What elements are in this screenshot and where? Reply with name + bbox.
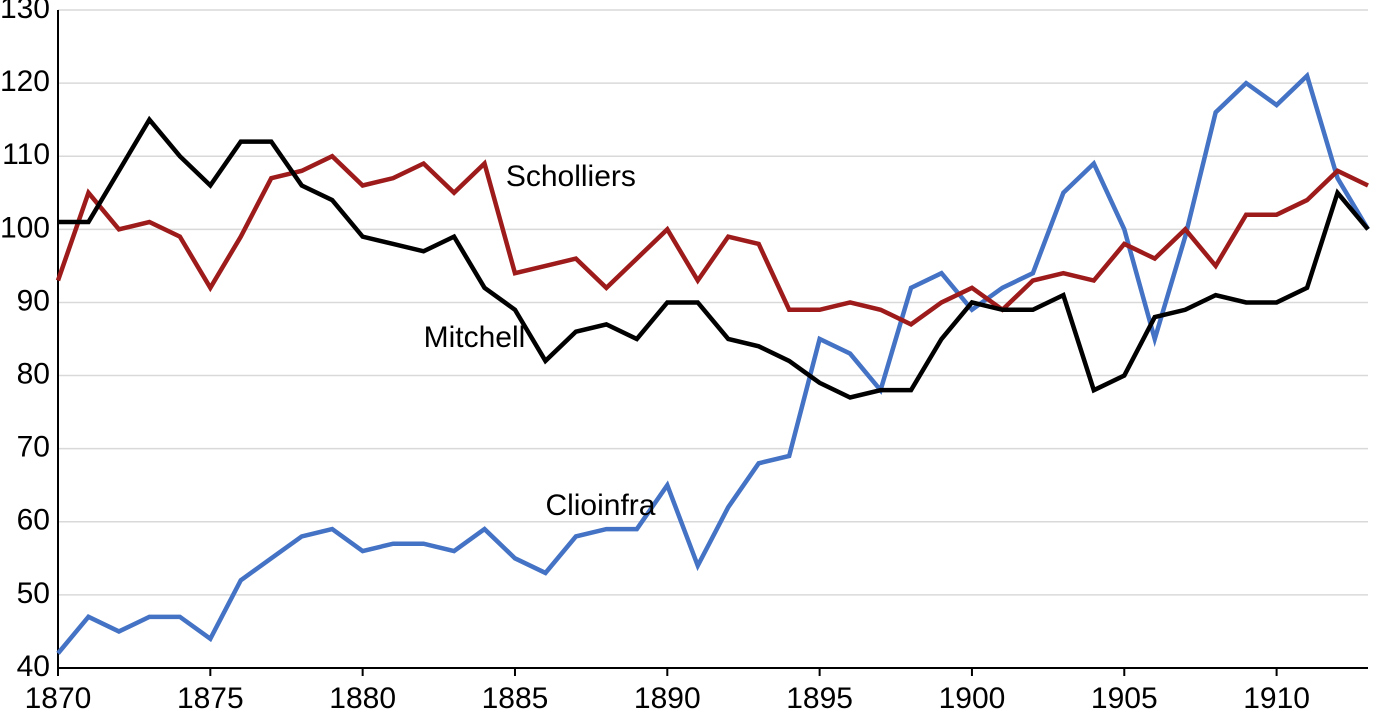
y-tick-label: 110 bbox=[2, 138, 50, 171]
x-tick-label: 1885 bbox=[482, 682, 549, 714]
line-chart: 40 50 60 70 80 90 100 110 120 130 1870 1875 1880 1885… bbox=[0, 0, 1374, 714]
series-label-scholliers: Scholliers bbox=[506, 160, 636, 193]
series-line-scholliers bbox=[58, 156, 1368, 324]
y-tick-label: 70 bbox=[17, 431, 50, 464]
y-tick-label: 90 bbox=[17, 284, 50, 317]
y-tick-label: 40 bbox=[17, 650, 50, 683]
y-tick-label: 60 bbox=[17, 504, 50, 537]
x-tick-label: 1890 bbox=[634, 682, 701, 714]
x-tick-label: 1910 bbox=[1243, 682, 1310, 714]
x-tick-label: 1880 bbox=[329, 682, 396, 714]
series-line-clioinfra bbox=[58, 76, 1368, 654]
x-tick-label: 1900 bbox=[939, 682, 1006, 714]
y-tick-label: 80 bbox=[17, 357, 50, 390]
x-tick-label: 1875 bbox=[177, 682, 244, 714]
x-tick-label: 1870 bbox=[25, 682, 92, 714]
y-tick-label: 120 bbox=[0, 65, 50, 98]
series-label-clioinfra: Clioinfra bbox=[545, 489, 655, 522]
y-tick-label: 100 bbox=[0, 211, 50, 244]
series-label-mitchell: Mitchell bbox=[424, 321, 526, 354]
y-tick-label: 50 bbox=[17, 577, 50, 610]
y-tick-label: 130 bbox=[0, 0, 50, 25]
x-tick-label: 1895 bbox=[786, 682, 853, 714]
x-tick-label: 1905 bbox=[1091, 682, 1158, 714]
